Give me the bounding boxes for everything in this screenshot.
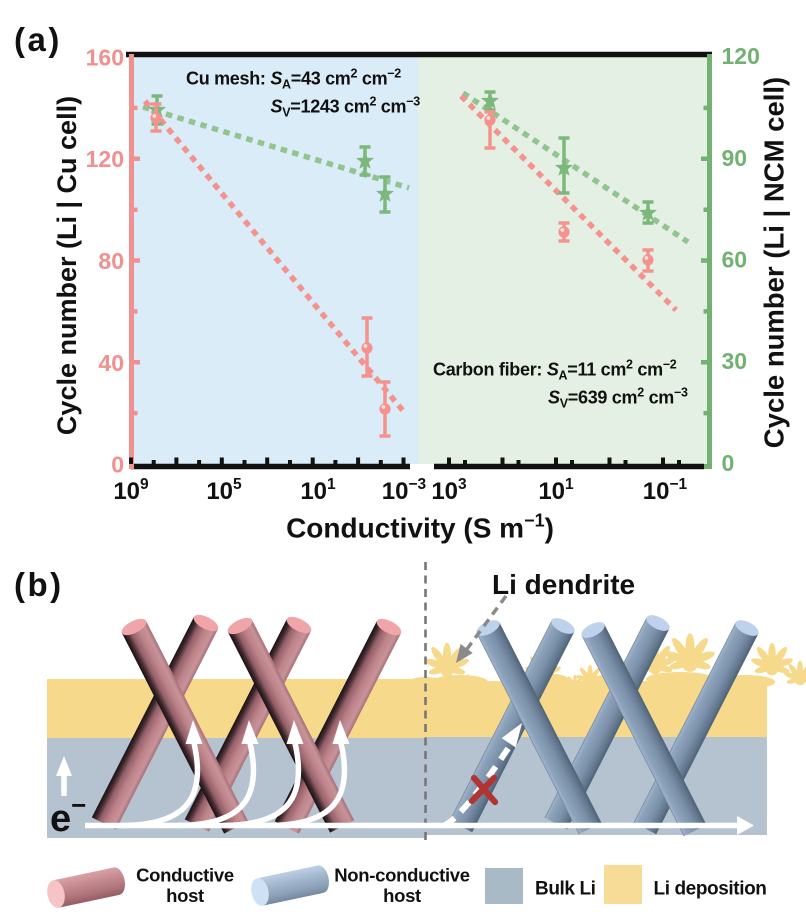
- svg-text:SV=639 cm2 cm−3: SV=639 cm2 cm−3: [548, 386, 688, 411]
- svg-text:30: 30: [722, 348, 748, 374]
- svg-text:Li deposition: Li deposition: [654, 879, 767, 900]
- svg-text:80: 80: [98, 248, 124, 274]
- svg-text:(a): (a): [14, 21, 62, 58]
- svg-text:0: 0: [722, 450, 735, 476]
- svg-text:40: 40: [98, 350, 124, 376]
- svg-text:0: 0: [111, 452, 124, 478]
- svg-text:Li dendrite: Li dendrite: [492, 569, 635, 600]
- svg-text:Carbon fiber: SA=11 cm2 cm−2: Carbon fiber: SA=11 cm2 cm−2: [433, 358, 677, 383]
- svg-text:host: host: [166, 885, 204, 906]
- svg-text:SV=1243 cm2 cm−3: SV=1243 cm2 cm−3: [271, 95, 421, 120]
- svg-text:120: 120: [722, 43, 760, 69]
- svg-text:(b): (b): [14, 566, 64, 603]
- svg-text:160: 160: [86, 45, 124, 71]
- svg-text:Cu mesh: SA=43 cm2 cm−2: Cu mesh: SA=43 cm2 cm−2: [186, 67, 401, 92]
- svg-text:Cycle number (Li | Cu cell): Cycle number (Li | Cu cell): [52, 96, 82, 435]
- svg-text:60: 60: [722, 247, 748, 273]
- svg-text:Conductivity (S m−1): Conductivity (S m−1): [286, 511, 554, 544]
- svg-text:host: host: [383, 885, 421, 906]
- svg-text:Bulk Li: Bulk Li: [535, 879, 596, 900]
- svg-text:90: 90: [722, 145, 748, 171]
- svg-text:Non-conductive: Non-conductive: [334, 865, 470, 886]
- svg-text:120: 120: [86, 146, 124, 172]
- svg-text:Cycle number (Li | NCM cell): Cycle number (Li | NCM cell): [759, 77, 790, 448]
- svg-text:Conductive: Conductive: [136, 865, 234, 886]
